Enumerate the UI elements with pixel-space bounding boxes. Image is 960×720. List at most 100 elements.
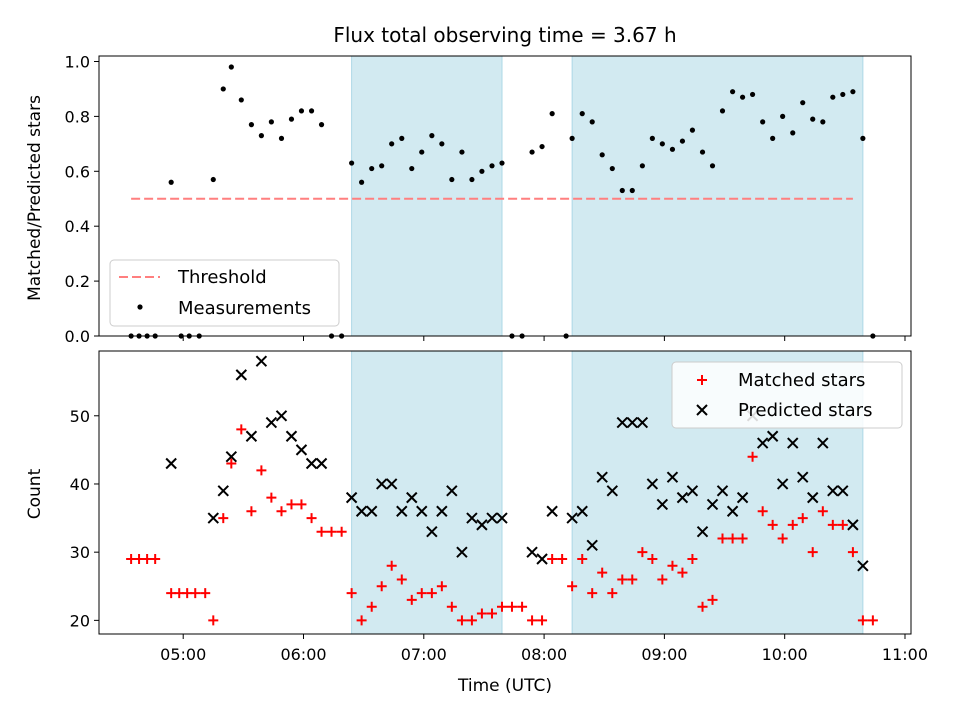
bottom-y-axis-label: Count: [25, 468, 45, 519]
predicted-star-point: [265, 416, 278, 429]
matched-star-point: [767, 519, 778, 530]
matched-star-point: [386, 560, 397, 571]
x-tick-label: 05:00: [160, 645, 206, 664]
top-y-axis-label: Matched/Predicted stars: [25, 95, 45, 301]
measurement-point: [288, 116, 295, 122]
predicted-star-point: [646, 478, 659, 490]
measurement-point: [810, 116, 816, 122]
x-tick-label: 08:00: [521, 645, 567, 664]
measurement-point: [569, 135, 575, 141]
matched-star-point: [657, 574, 668, 585]
matched-star-point: [587, 588, 598, 599]
measurement-point: [168, 179, 174, 185]
measurement-point: [579, 111, 585, 117]
predicted-star-point: [827, 485, 839, 497]
matched-star-point: [396, 574, 407, 585]
matched-star-point: [226, 458, 237, 469]
predicted-star-point: [536, 553, 548, 565]
top-y-tick-label: 0.2: [65, 272, 90, 291]
measurement-point: [369, 165, 375, 172]
predicted-star-point: [686, 485, 699, 497]
measurement-point: [709, 163, 716, 169]
measurement-point: [719, 108, 726, 114]
top-panel: 0.0 0.2 0.4 0.6 0.8 1.0: [65, 52, 912, 346]
legend-matched-marker: [697, 375, 707, 385]
measurement-point: [730, 89, 736, 95]
predicted-star-point: [245, 430, 258, 442]
measurement-point: [850, 89, 856, 95]
predicted-star-point: [546, 505, 558, 517]
measurement-point: [639, 163, 645, 169]
measurement-point: [760, 119, 766, 125]
predicted-star-point: [566, 512, 578, 524]
bottom-y-tick-label: 40: [70, 475, 90, 494]
measurement-point: [268, 119, 274, 125]
predicted-star-point: [355, 505, 368, 517]
legend-box: [671, 361, 903, 429]
matched-star-point: [200, 588, 211, 599]
predicted-star-point: [305, 457, 318, 470]
predicted-star-point: [345, 491, 358, 504]
matched-star-point: [296, 499, 307, 510]
matched-star-point: [406, 594, 417, 605]
matched-star-point: [246, 506, 257, 517]
matched-star-point: [727, 533, 738, 544]
matched-star-point: [547, 553, 558, 564]
measurement-point: [409, 165, 415, 172]
measurement-point: [449, 176, 455, 183]
matched-star-point: [527, 615, 538, 626]
predicted-star-point: [636, 416, 649, 429]
measurement-point: [429, 133, 435, 139]
predicted-star-point: [486, 512, 498, 524]
measurement-point: [649, 135, 655, 141]
bottom-legend: Matched stars Predicted stars: [671, 361, 903, 429]
measurement-point: [800, 100, 806, 106]
predicted-star-point: [315, 457, 328, 470]
x-tick-label: 07:00: [401, 645, 447, 664]
predicted-star-point: [817, 437, 829, 449]
predicted-star-point: [255, 355, 268, 367]
measurement-point: [298, 108, 305, 114]
predicted-star-point: [295, 444, 308, 456]
predicted-star-point: [696, 526, 709, 538]
matched-star-point: [218, 513, 229, 524]
predicted-star-point: [225, 450, 238, 463]
matched-star-point: [787, 519, 798, 530]
measurement-point: [308, 108, 315, 114]
matched-star-point: [256, 465, 267, 476]
predicted-star-point: [787, 437, 799, 449]
measurement-point: [238, 97, 244, 103]
predicted-star-point: [375, 478, 388, 490]
matched-star-point: [336, 526, 347, 537]
matched-star-point: [857, 615, 868, 626]
measurement-point: [349, 160, 355, 166]
predicted-star-point: [716, 485, 729, 497]
matched-star-point: [376, 581, 387, 592]
predicted-star-point: [656, 498, 669, 511]
measurement-point: [629, 187, 635, 194]
x-tick-label: 09:00: [641, 645, 687, 664]
bottom-y-tick-label: 50: [70, 407, 90, 426]
measurement-point: [529, 149, 535, 155]
top-shaded-interval: [351, 55, 503, 337]
matched-star-point: [456, 615, 467, 626]
measurement-point: [860, 135, 866, 141]
predicted-star-point: [576, 505, 588, 517]
matched-star-point: [707, 594, 718, 605]
matched-star-point: [777, 533, 788, 544]
predicted-star-point: [406, 491, 418, 504]
predicted-star-point: [526, 546, 538, 558]
predicted-star-point: [217, 485, 229, 497]
matched-star-point: [276, 506, 287, 517]
measurement-point: [659, 141, 665, 147]
matched-star-point: [607, 588, 618, 599]
matched-star-point: [697, 601, 708, 612]
predicted-star-point: [766, 430, 779, 442]
predicted-star-point: [446, 485, 458, 497]
matched-star-point: [517, 601, 528, 612]
predicted-star-point: [666, 471, 679, 483]
measurement-point: [419, 149, 425, 155]
matched-star-point: [677, 567, 688, 578]
matched-star-point: [316, 526, 327, 537]
